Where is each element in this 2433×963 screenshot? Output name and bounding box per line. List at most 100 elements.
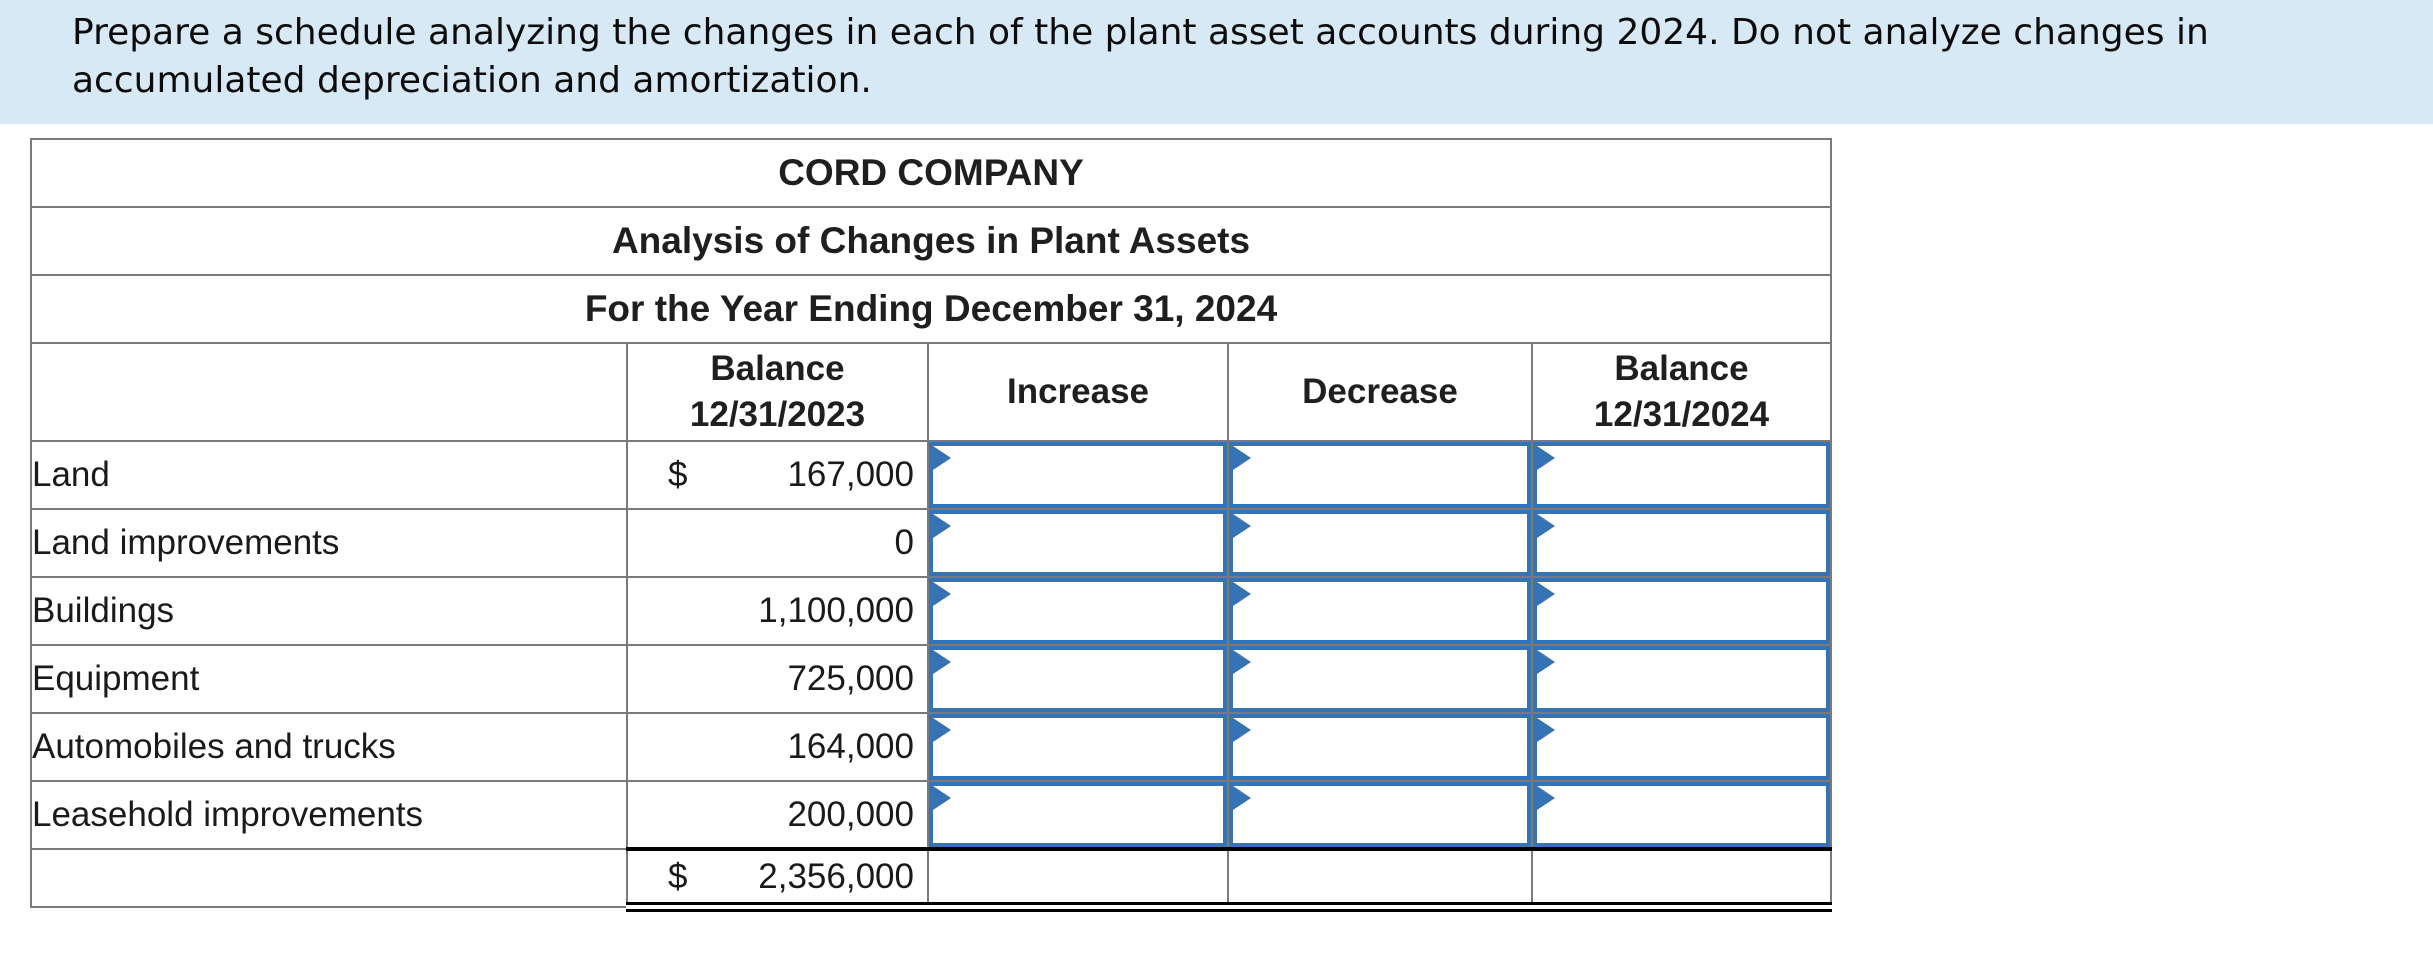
table-row-leasehold-improvements: Leasehold improvements 200,000 (30, 780, 1833, 850)
balance-2024-input[interactable] (1533, 578, 1831, 644)
table-row-land: Land $ 167,000 (30, 440, 1833, 510)
col-header-balance-2024-line1: Balance (1614, 349, 1749, 388)
column-header-row: Balance 12/31/2023 Increase Decrease Bal… (30, 342, 1833, 442)
input-flag-icon (933, 446, 951, 470)
row-label: Equipment (30, 644, 628, 714)
increase-input[interactable] (929, 782, 1227, 847)
input-flag-icon (1537, 650, 1555, 674)
increase-input-cell (927, 508, 1229, 578)
row-label: Automobiles and trucks (30, 712, 628, 782)
row-label: Leasehold improvements (30, 780, 628, 850)
balance-2024-input[interactable] (1533, 782, 1831, 847)
balance-2023-value: 0 (894, 523, 914, 562)
currency-symbol: $ (668, 856, 688, 896)
table-row-automobiles-and-trucks: Automobiles and trucks 164,000 (30, 712, 1833, 782)
total-increase-cell (927, 847, 1229, 912)
balance-2023-value: 167,000 (787, 455, 914, 494)
balance-2023-value: 164,000 (787, 727, 914, 766)
balance-2024-input[interactable] (1533, 646, 1831, 712)
balance-2024-input[interactable] (1533, 714, 1831, 780)
col-header-balance-2023-line1: Balance (710, 349, 845, 388)
balance-2024-input-cell (1530, 644, 1833, 714)
plant-assets-table: CORD COMPANY Analysis of Changes in Plan… (29, 138, 1833, 912)
balance-2024-input-cell (1530, 576, 1833, 646)
decrease-input[interactable] (1229, 646, 1531, 712)
balance-2024-input-cell (1530, 508, 1833, 578)
instruction-text: Prepare a schedule analyzing the changes… (72, 12, 2209, 101)
balance-2023-value: 725,000 (787, 659, 914, 698)
balance-2024-input-cell (1530, 440, 1833, 510)
total-decrease-cell (1227, 847, 1533, 912)
col-header-balance-2023-line2: 12/31/2023 (689, 395, 866, 434)
balance-2024-input[interactable] (1533, 442, 1831, 508)
decrease-input-cell (1227, 576, 1533, 646)
increase-input-cell (927, 576, 1229, 646)
input-flag-icon (1537, 446, 1555, 470)
input-flag-icon (1233, 582, 1251, 606)
table-row-equipment: Equipment 725,000 (30, 644, 1833, 714)
col-header-balance-2024: Balance 12/31/2024 (1530, 342, 1833, 442)
input-flag-icon (1233, 786, 1251, 810)
balance-2023-cell: $ 167,000 (626, 440, 929, 510)
increase-input[interactable] (929, 646, 1227, 712)
decrease-input[interactable] (1229, 510, 1531, 576)
col-header-decrease-label: Decrease (1302, 372, 1458, 411)
total-balance-2023-value: 2,356,000 (758, 856, 914, 896)
increase-input[interactable] (929, 510, 1227, 576)
increase-input-cell (927, 644, 1229, 714)
decrease-input-cell (1227, 780, 1533, 850)
input-flag-icon (933, 650, 951, 674)
table-row-land-improvements: Land improvements 0 (30, 508, 1833, 578)
table-row-buildings: Buildings 1,100,000 (30, 576, 1833, 646)
table-title-period: For the Year Ending December 31, 2024 (29, 274, 1833, 344)
total-balance-2024-cell (1530, 847, 1833, 912)
total-row: $ 2,356,000 (30, 847, 1833, 912)
table-title-subtitle: Analysis of Changes in Plant Assets (29, 206, 1833, 276)
total-balance-2023-cell: $ 2,356,000 (626, 847, 929, 912)
input-flag-icon (1537, 514, 1555, 538)
increase-input-cell (927, 712, 1229, 782)
increase-input-cell (927, 440, 1229, 510)
decrease-input-cell (1227, 508, 1533, 578)
table-title-row-period: For the Year Ending December 31, 2024 (29, 274, 1833, 344)
balance-2023-cell: 164,000 (626, 712, 929, 782)
decrease-input[interactable] (1229, 714, 1531, 780)
increase-input-cell (927, 780, 1229, 850)
decrease-input[interactable] (1229, 442, 1531, 508)
table-title-row-subtitle: Analysis of Changes in Plant Assets (29, 206, 1833, 276)
row-label: Land improvements (30, 508, 628, 578)
balance-2023-cell: 1,100,000 (626, 576, 929, 646)
decrease-input[interactable] (1229, 782, 1531, 847)
input-flag-icon (1233, 718, 1251, 742)
col-header-balance-2024-line2: 12/31/2024 (1593, 395, 1770, 434)
balance-2023-cell: 200,000 (626, 780, 929, 850)
col-header-increase-label: Increase (1006, 372, 1150, 411)
input-flag-icon (1537, 786, 1555, 810)
increase-input[interactable] (929, 578, 1227, 644)
decrease-input[interactable] (1229, 578, 1531, 644)
row-label: Buildings (30, 576, 628, 646)
currency-symbol: $ (668, 455, 688, 494)
table-title-row-company: CORD COMPANY (29, 138, 1833, 208)
input-flag-icon (933, 786, 951, 810)
input-flag-icon (933, 582, 951, 606)
balance-2024-input-cell (1530, 780, 1833, 850)
balance-2023-value: 1,100,000 (758, 591, 914, 630)
input-flag-icon (1537, 718, 1555, 742)
input-flag-icon (933, 514, 951, 538)
balance-2023-value: 200,000 (787, 794, 914, 834)
decrease-input-cell (1227, 644, 1533, 714)
increase-input[interactable] (929, 442, 1227, 508)
balance-2023-cell: 0 (626, 508, 929, 578)
increase-input[interactable] (929, 714, 1227, 780)
input-flag-icon (1537, 582, 1555, 606)
input-flag-icon (1233, 446, 1251, 470)
input-flag-icon (1233, 514, 1251, 538)
col-header-decrease: Decrease (1227, 342, 1533, 442)
col-header-increase: Increase (927, 342, 1229, 442)
col-header-labels (30, 342, 628, 442)
balance-2024-input[interactable] (1533, 510, 1831, 576)
input-flag-icon (933, 718, 951, 742)
col-header-balance-2023: Balance 12/31/2023 (626, 342, 929, 442)
